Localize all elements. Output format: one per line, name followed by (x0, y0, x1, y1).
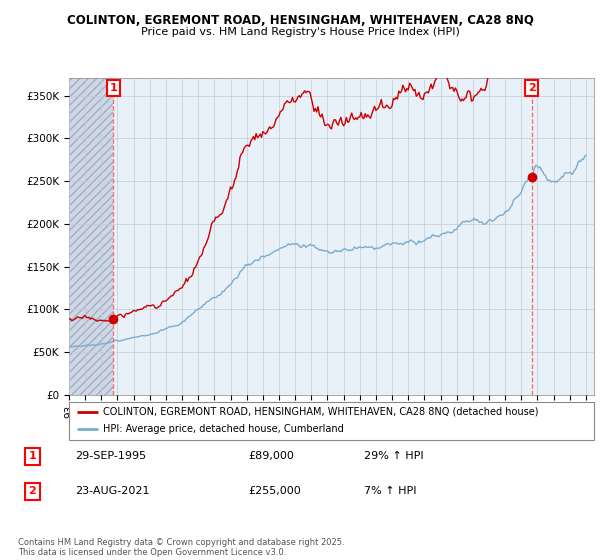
Text: £89,000: £89,000 (248, 451, 294, 461)
Text: 7% ↑ HPI: 7% ↑ HPI (364, 487, 416, 496)
Bar (69, 78, 113, 395)
Text: Contains HM Land Registry data © Crown copyright and database right 2025.
This d: Contains HM Land Registry data © Crown c… (18, 538, 344, 557)
Text: 2: 2 (528, 83, 536, 93)
Text: 2: 2 (29, 487, 36, 496)
Text: £255,000: £255,000 (248, 487, 301, 496)
Text: 23-AUG-2021: 23-AUG-2021 (76, 487, 150, 496)
Text: 29% ↑ HPI: 29% ↑ HPI (364, 451, 423, 461)
Text: COLINTON, EGREMONT ROAD, HENSINGHAM, WHITEHAVEN, CA28 8NQ (detached house): COLINTON, EGREMONT ROAD, HENSINGHAM, WHI… (103, 407, 539, 417)
Text: 29-SEP-1995: 29-SEP-1995 (76, 451, 147, 461)
Text: COLINTON, EGREMONT ROAD, HENSINGHAM, WHITEHAVEN, CA28 8NQ: COLINTON, EGREMONT ROAD, HENSINGHAM, WHI… (67, 14, 533, 27)
Text: HPI: Average price, detached house, Cumberland: HPI: Average price, detached house, Cumb… (103, 424, 344, 435)
Text: Price paid vs. HM Land Registry's House Price Index (HPI): Price paid vs. HM Land Registry's House … (140, 27, 460, 37)
Text: 1: 1 (110, 83, 117, 93)
Text: 1: 1 (29, 451, 36, 461)
